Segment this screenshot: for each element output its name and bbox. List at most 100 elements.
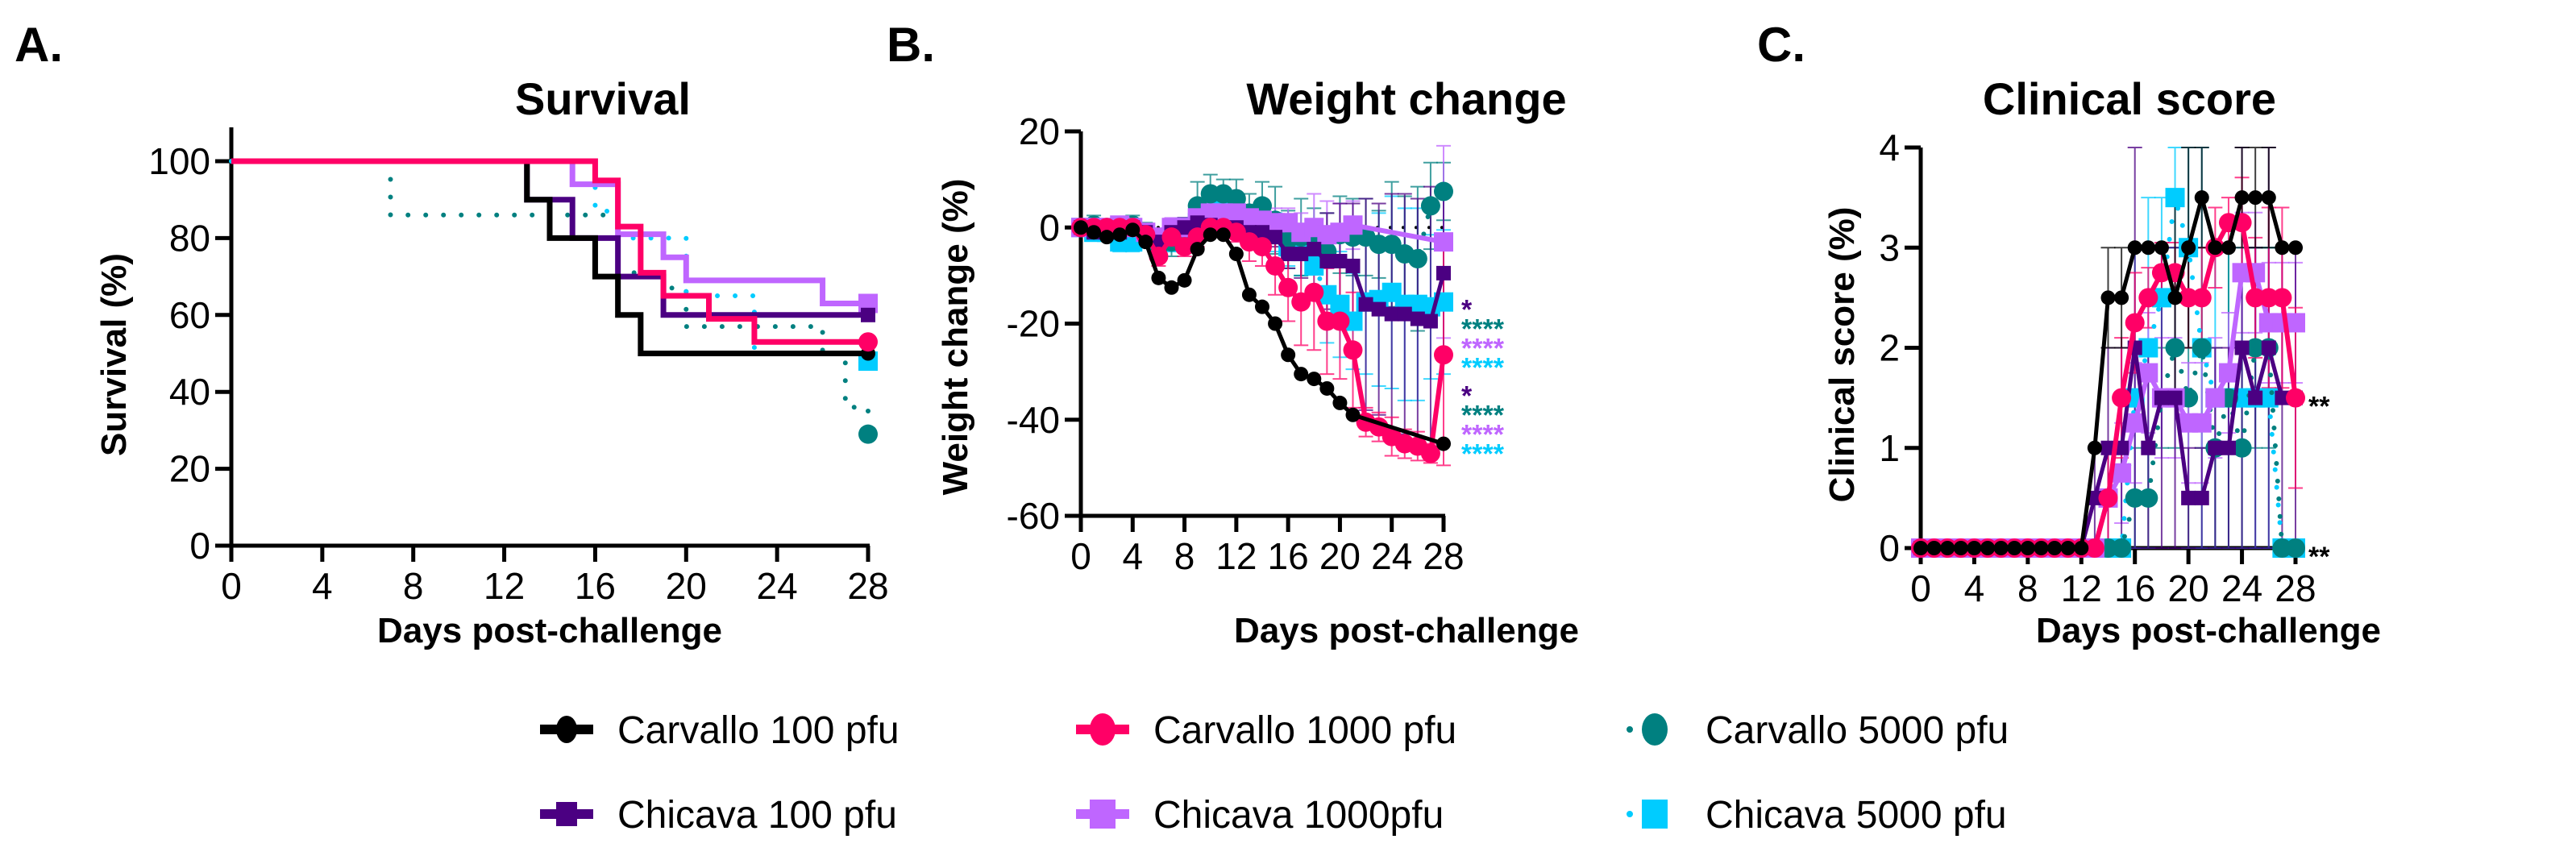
- survival-line-c1000: [231, 158, 868, 345]
- clinical-score-point: [1926, 541, 1942, 555]
- clinical-score-point: [2167, 390, 2183, 405]
- legend-marker-k100: [556, 802, 577, 826]
- weight-change-point: [1125, 222, 1141, 238]
- clinical-score-point: [2272, 288, 2292, 308]
- clinical-score-point: [2234, 340, 2250, 355]
- survival-line-c100: [231, 158, 868, 356]
- clinical-score-point: [2154, 390, 2169, 405]
- clinical-score-point: [1953, 541, 1968, 555]
- weight-change-point: [1228, 247, 1244, 262]
- survival-y-tick-label: 60: [169, 294, 210, 336]
- clinical-score-point: [2248, 190, 2263, 206]
- clinical-score-point: [2127, 240, 2142, 256]
- weight-change-significance-label: ****: [1461, 401, 1505, 431]
- clinical-score-point: [2248, 390, 2263, 405]
- clinical-score-x-tick-label: 8: [2017, 567, 2038, 609]
- legend-item-c1000: Carvallo 1000 pfu: [1076, 709, 1456, 752]
- clinical-score-point: [2181, 240, 2196, 256]
- weight-change-point: [1434, 345, 1453, 365]
- weight-change-point: [1294, 367, 1309, 382]
- weight-change-point: [1343, 340, 1363, 360]
- clinical-score-point: [2192, 413, 2212, 433]
- clinical-score-point: [2141, 240, 2156, 256]
- weight-change-point: [1190, 242, 1205, 257]
- legend-label-c5000: Carvallo 5000 pfu: [1706, 709, 2009, 752]
- weight-change-point: [1241, 287, 1257, 302]
- weight-change-point: [1330, 294, 1350, 314]
- clinical-score-point: [2125, 313, 2145, 333]
- survival-panel: A. Survival Days post-challenge Survival…: [15, 18, 889, 650]
- clinical-score-x-tick-label: 16: [2114, 567, 2155, 609]
- survival-x-tick-label: 4: [312, 565, 333, 607]
- clinical-score-point: [2100, 290, 2116, 305]
- survival-series-c5000: [229, 159, 878, 444]
- survival-series-k100: [231, 158, 875, 322]
- weight-change-y-tick-label: 20: [1019, 110, 1060, 152]
- clinical-score-point: [2138, 488, 2158, 508]
- survival-x-tick-label: 16: [575, 565, 616, 607]
- weight-change-y-tick-label: 0: [1039, 206, 1060, 248]
- clinical-score-point: [2194, 490, 2209, 505]
- survival-x-axis-label: Days post-challenge: [377, 611, 722, 650]
- panel-letter-b: B.: [887, 18, 935, 72]
- weight-change-point: [1343, 215, 1363, 235]
- clinical-score-point: [2194, 190, 2209, 206]
- weight-change-point: [1265, 256, 1286, 276]
- clinical-score-point: [1980, 541, 1996, 555]
- clinical-score-point: [2208, 240, 2223, 256]
- weight-change-title: Weight change: [1246, 73, 1566, 124]
- survival-line-k5000: [229, 159, 870, 364]
- clinical-score-y-tick-label: 4: [1879, 127, 1900, 168]
- legend: Carvallo 100 pfu Carvallo 1000 pfu Carvall…: [540, 709, 2009, 837]
- clinical-score-series-c100: [1913, 189, 2303, 555]
- survival-series-c1000: [231, 158, 878, 352]
- clinical-score-point: [2100, 440, 2116, 455]
- weight-change-y-tick-label: -40: [1007, 399, 1060, 441]
- clinical-score-point: [2232, 438, 2252, 458]
- weight-change-point: [1255, 299, 1269, 314]
- clinical-score-y-tick-label: 2: [1879, 327, 1900, 369]
- clinical-score-x-axis-label: Days post-challenge: [2036, 611, 2381, 650]
- clinical-score-point: [2192, 288, 2212, 308]
- weight-change-x-axis-label: Days post-challenge: [1234, 611, 1579, 650]
- weight-change-point: [1410, 311, 1425, 326]
- weight-change-point: [1345, 258, 1361, 273]
- clinical-score-point: [1993, 541, 2009, 555]
- weight-change-point: [1319, 380, 1335, 396]
- weight-change-x-tick-label: 0: [1070, 535, 1091, 577]
- survival-point: [861, 307, 875, 322]
- weight-change-point: [1294, 247, 1309, 262]
- weight-change-point: [1397, 306, 1412, 322]
- survival-y-tick-label: 100: [148, 140, 210, 182]
- clinical-score-point: [2275, 390, 2290, 405]
- weight-change-x-tick-label: 20: [1319, 535, 1361, 577]
- clinical-score-point: [2167, 290, 2183, 305]
- survival-title: Survival: [515, 73, 691, 124]
- weight-change-point: [1112, 227, 1128, 243]
- weight-change-point: [1215, 227, 1231, 243]
- legend-item-c100: Carvallo 100 pfu: [540, 709, 900, 752]
- legend-label-k5000: Chicava 5000 pfu: [1706, 794, 2007, 837]
- clinical-score-significance-label: **: [2308, 392, 2330, 422]
- survival-x-tick-label: 12: [484, 565, 525, 607]
- weight-change-series-c1000: [1071, 218, 1453, 463]
- legend-label-k100: Chicava 100 pfu: [617, 794, 897, 837]
- clinical-score-point: [1967, 541, 1982, 555]
- legend-label-c1000: Carvallo 1000 pfu: [1153, 709, 1456, 752]
- clinical-score-point: [2218, 363, 2238, 383]
- clinical-score-point: [2288, 240, 2303, 256]
- weight-change-x-tick-label: 28: [1423, 535, 1464, 577]
- clinical-score-point: [2165, 338, 2185, 358]
- weight-change-point: [1384, 306, 1399, 322]
- weight-change-significance-label: ****: [1461, 314, 1505, 344]
- legend-marker-k5000: [1642, 800, 1668, 829]
- weight-change-significance-label: ****: [1461, 333, 1505, 364]
- clinical-score-point: [2179, 288, 2199, 308]
- clinical-score-title: Clinical score: [1983, 73, 2276, 124]
- clinical-score-point: [2087, 440, 2102, 455]
- survival-point: [858, 424, 878, 444]
- clinical-score-point: [2286, 538, 2305, 558]
- weight-change-y-tick-label: -60: [1007, 495, 1060, 537]
- clinical-score-y-axis-label: Clinical score (%): [1822, 207, 1862, 503]
- weight-change-significance-label: ****: [1461, 439, 1505, 470]
